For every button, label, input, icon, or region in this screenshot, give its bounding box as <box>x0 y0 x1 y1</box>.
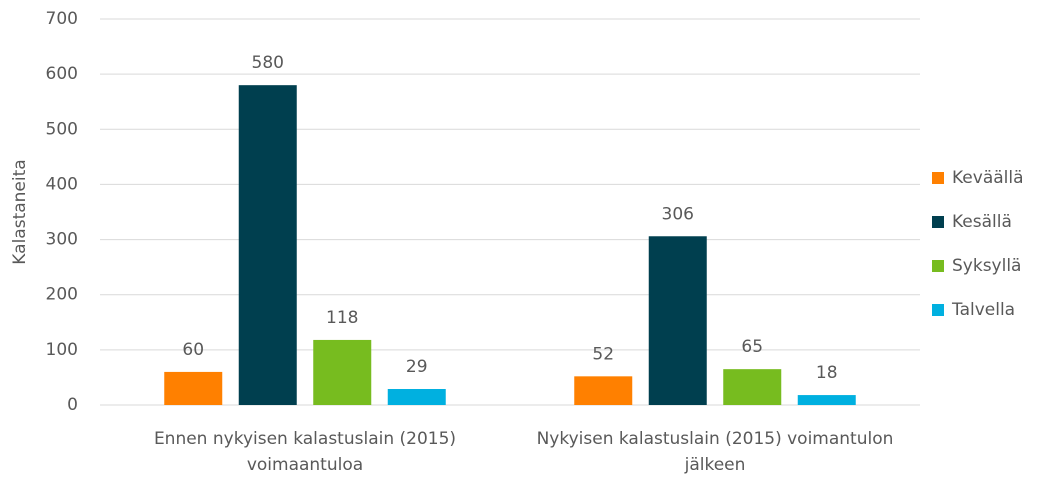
y-tick-label: 500 <box>46 119 78 139</box>
bar <box>574 376 633 405</box>
y-axis-label: Kalastaneita <box>10 159 30 264</box>
data-label: 580 <box>252 53 284 73</box>
legend-label: Keväällä <box>952 168 1024 188</box>
y-tick-label: 100 <box>46 340 78 360</box>
y-tick-label: 700 <box>46 9 78 29</box>
data-label: 306 <box>662 204 694 224</box>
bar <box>387 389 446 405</box>
bar <box>164 371 223 405</box>
bar <box>238 85 297 406</box>
bar <box>797 395 856 405</box>
legend-swatch <box>932 216 944 228</box>
data-label: 118 <box>326 308 358 328</box>
y-tick-label: 300 <box>46 230 78 250</box>
y-tick-label: 400 <box>46 174 78 194</box>
x-tick-label: Nykyisen kalastuslain (2015) voimantulon… <box>536 429 894 475</box>
data-label: 60 <box>182 340 204 360</box>
data-label: 18 <box>816 363 838 383</box>
legend-label: Syksyllä <box>952 256 1021 276</box>
data-label: 65 <box>741 337 763 357</box>
legend-swatch <box>932 260 944 272</box>
bar <box>723 369 782 405</box>
data-label: 52 <box>592 344 614 364</box>
legend-label: Kesällä <box>952 212 1012 232</box>
bar <box>648 236 707 405</box>
y-tick-label: 0 <box>67 395 78 415</box>
x-tick-label: Ennen nykyisen kalastuslain (2015) voima… <box>153 429 457 475</box>
bar <box>313 339 372 405</box>
data-label: 29 <box>406 357 428 377</box>
legend-swatch <box>932 304 944 316</box>
y-tick-label: 200 <box>46 285 78 305</box>
y-tick-label: 600 <box>46 64 78 84</box>
legend-swatch <box>932 172 944 184</box>
legend-label: Talvella <box>951 300 1015 320</box>
